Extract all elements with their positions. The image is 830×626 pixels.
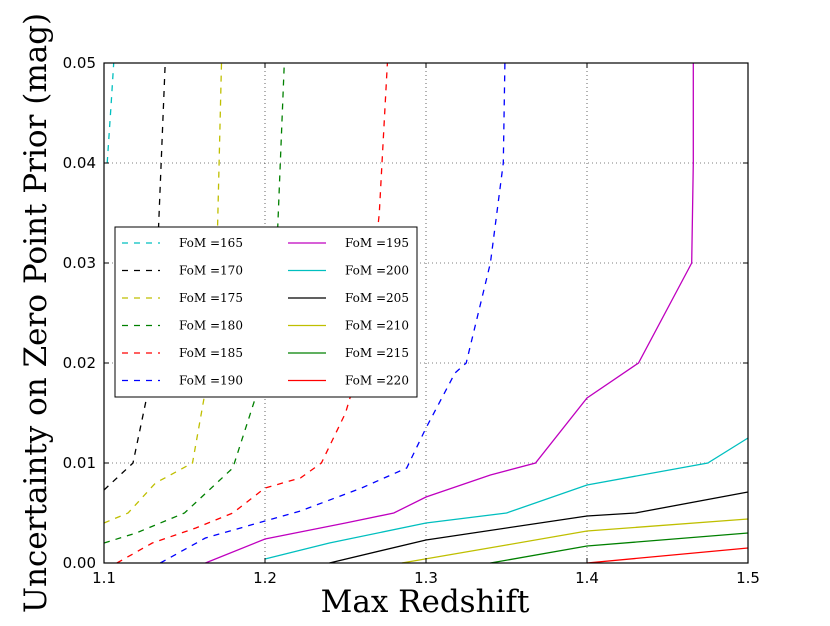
x-axis-label: Max Redshift	[321, 584, 530, 620]
legend-label-10: FoM =210	[345, 319, 409, 333]
y-tick-label: 0.04	[63, 154, 96, 172]
y-tick-label: 0.01	[63, 454, 96, 472]
legend-label-6: FoM =190	[179, 374, 243, 388]
series-line-1	[106, 62, 115, 164]
legend-label-1: FoM =165	[179, 236, 243, 250]
grid	[104, 63, 748, 563]
axis-ticks: 1.1 1.2 1.3 1.4 1.5 0.00 0.01 0.02 0.03 0.04 0.05	[63, 54, 760, 587]
legend-label-11: FoM =215	[345, 346, 409, 360]
x-tick-label: 1.1	[92, 569, 116, 587]
x-tick-label: 1.5	[736, 569, 760, 587]
series-line-12	[586, 547, 749, 564]
legend: FoM =165 FoM =170 FoM =175 FoM =180 FoM =185…	[114, 226, 418, 398]
y-tick-label: 0.00	[63, 554, 96, 572]
series-line-5	[116, 62, 389, 564]
legend-label-8: FoM =200	[345, 264, 409, 278]
x-tick-label: 1.2	[253, 569, 277, 587]
x-tick-label: 1.3	[414, 569, 438, 587]
y-tick-label: 0.05	[63, 54, 96, 72]
series-line-11	[490, 532, 749, 564]
legend-label-2: FoM =170	[179, 264, 243, 278]
legend-label-4: FoM =180	[179, 319, 243, 333]
series-line-10	[401, 518, 749, 564]
series-line-7	[205, 63, 694, 564]
series-line-2	[103, 62, 166, 491]
legend-label-12: FoM =220	[345, 374, 409, 388]
y-tick-label: 0.02	[63, 354, 96, 372]
series-line-9	[329, 491, 749, 564]
legend-label-9: FoM =205	[345, 291, 409, 305]
legend-label-5: FoM =185	[179, 346, 243, 360]
x-tick-label: 1.4	[575, 569, 599, 587]
series-line-8	[264, 437, 749, 560]
legend-box	[114, 226, 418, 398]
series-line-6	[159, 62, 506, 564]
legend-label-3: FoM =175	[179, 291, 243, 305]
y-axis-label: Uncertainty on Zero Point Prior (mag)	[18, 13, 54, 613]
legend-label-7: FoM =195	[345, 236, 409, 250]
series-line-3	[103, 62, 223, 524]
y-tick-label: 0.03	[63, 254, 96, 272]
